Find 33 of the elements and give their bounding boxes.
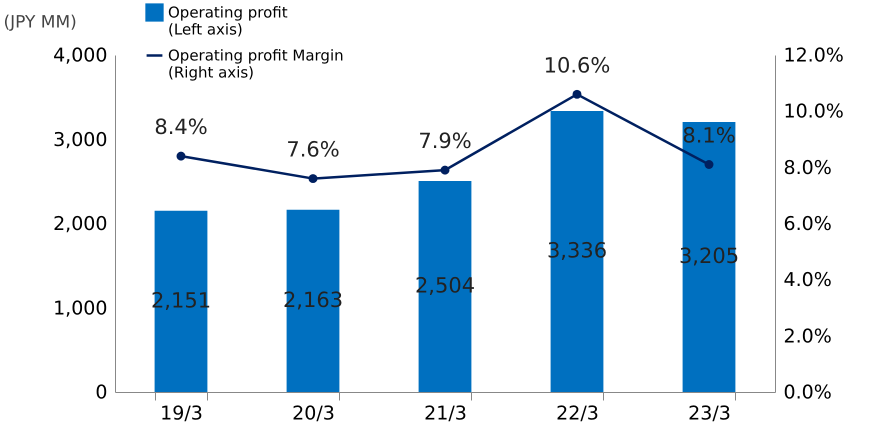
legend-label: Operating profit Margin (Right axis) (168, 46, 344, 82)
data-label: 7.6% (286, 138, 340, 162)
data-label: 8.1% (682, 124, 736, 148)
point (572, 90, 582, 99)
x-tick-label: 20/3 (292, 402, 335, 424)
point (440, 166, 450, 175)
y-tick-label: 4,000 (53, 44, 108, 66)
y-tick-label: 2,000 (53, 213, 108, 235)
point (704, 160, 714, 169)
bar (154, 210, 208, 392)
y2-tick-label: 8.0% (784, 156, 832, 179)
y2-tick-label: 6.0% (784, 213, 832, 235)
x-tick-label: 23/3 (688, 402, 731, 424)
y2-tick-label: 2.0% (784, 325, 832, 348)
data-label: 10.6% (544, 53, 610, 78)
y-axis-title: (JPY MM) (4, 12, 77, 32)
y2-tick-label: 0.0% (784, 382, 832, 404)
x-tick-label: 21/3 (424, 402, 467, 424)
y-tick-label: 0 (95, 382, 108, 404)
bar (286, 210, 340, 392)
bar (682, 122, 736, 392)
data-label: 7.9% (418, 129, 472, 154)
y2-tick-label: 12.0% (784, 44, 844, 66)
x-tick-label: 19/3 (160, 402, 203, 424)
y-tick-label: 1,000 (53, 297, 108, 320)
data-label: 8.4% (154, 115, 208, 140)
legend-label: Operating profit (Left axis) (168, 4, 288, 38)
y2-tick-label: 10.0% (784, 100, 844, 123)
y2-tick-label: 4.0% (784, 269, 832, 292)
point (308, 174, 318, 184)
y-tick-label: 3,000 (53, 128, 108, 151)
x-tick-label: 22/3 (556, 402, 599, 424)
point (176, 152, 186, 161)
